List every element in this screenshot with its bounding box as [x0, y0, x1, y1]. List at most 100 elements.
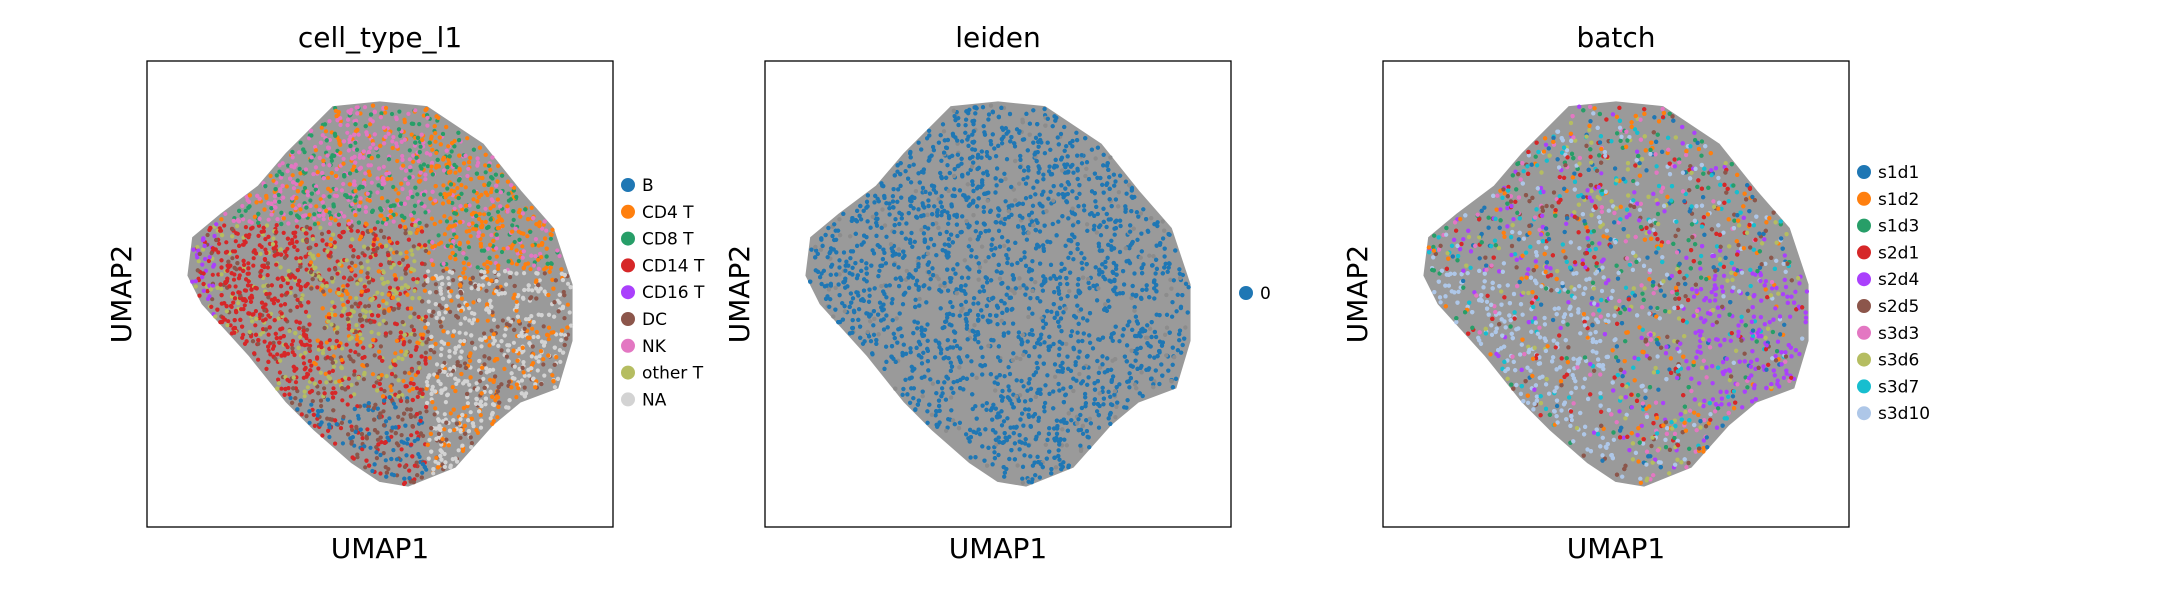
scatter-point	[363, 288, 369, 294]
scatter-point	[333, 133, 338, 138]
scatter-point	[482, 354, 487, 359]
scatter-point	[449, 289, 454, 294]
scatter-point	[365, 259, 370, 264]
scatter-point	[411, 153, 416, 158]
scatter-point	[304, 414, 309, 419]
scatter-point	[200, 262, 205, 267]
scatter-point	[507, 398, 512, 403]
scatter-point	[348, 394, 353, 399]
scatter-point	[345, 402, 350, 407]
scatter-point	[511, 295, 516, 301]
scatter-point	[292, 368, 297, 373]
scatter-point	[565, 325, 570, 330]
scatter-point	[273, 187, 278, 192]
scatter-point	[564, 336, 569, 341]
scatter-point	[559, 332, 564, 337]
scatter-point	[370, 313, 375, 318]
scatter-point	[338, 150, 343, 155]
scatter-point	[425, 329, 430, 334]
scatter-point	[402, 137, 407, 142]
scatter-point	[468, 234, 473, 239]
scatter-point	[355, 111, 360, 116]
scatter-point	[281, 230, 286, 235]
scatter-point	[294, 256, 299, 261]
scatter-point	[517, 333, 522, 339]
scatter-point	[398, 330, 403, 335]
scatter-point	[258, 332, 263, 337]
scatter-point	[237, 243, 242, 248]
scatter-point	[391, 135, 396, 140]
scatter-point	[488, 206, 493, 211]
scatter-point	[448, 372, 454, 377]
scatter-point	[448, 411, 453, 416]
scatter-point	[481, 376, 486, 381]
scatter-point	[487, 255, 492, 260]
scatter-point	[349, 304, 354, 309]
scatter-point	[362, 253, 367, 258]
scatter-point	[465, 401, 470, 406]
scatter-point	[349, 424, 354, 429]
scatter-point	[459, 349, 464, 354]
scatter-point	[568, 323, 574, 328]
scatter-point	[516, 386, 521, 391]
scatter-point	[427, 140, 432, 145]
scatter-point	[469, 333, 474, 338]
scatter-point	[448, 182, 454, 187]
scatter-point	[491, 204, 496, 209]
scatter-point	[363, 124, 368, 129]
scatter-point	[479, 403, 484, 409]
scatter-point	[476, 204, 481, 209]
scatter-point	[456, 344, 461, 349]
scatter-point	[425, 164, 430, 169]
scatter-point	[474, 223, 479, 228]
scatter-point	[440, 419, 446, 424]
scatter-point	[489, 186, 494, 191]
scatter-point	[459, 191, 464, 196]
scatter-point	[479, 224, 484, 230]
scatter-point	[257, 216, 262, 221]
scatter-point	[262, 207, 267, 212]
scatter-point	[386, 308, 391, 313]
legend-label: DC	[642, 310, 667, 330]
scatter-point	[237, 208, 242, 213]
scatter-point	[466, 262, 471, 267]
scatter-point	[280, 161, 285, 166]
scatter-point	[366, 266, 371, 271]
scatter-point	[468, 155, 473, 160]
scatter-point	[412, 332, 417, 337]
scatter-point	[418, 144, 423, 149]
scatter-point	[351, 359, 356, 364]
scatter-point	[362, 180, 367, 185]
scatter-point	[229, 271, 234, 276]
scatter-point	[446, 443, 451, 448]
scatter-point	[361, 345, 366, 350]
scatter-point	[281, 277, 286, 282]
scatter-point	[389, 456, 394, 462]
scatter-point	[375, 290, 380, 295]
scatter-point	[445, 392, 450, 397]
scatter-point	[464, 256, 469, 261]
scatter-point	[237, 290, 242, 295]
scatter-point	[377, 166, 382, 171]
scatter-point	[474, 171, 479, 176]
scatter-point	[444, 148, 449, 153]
scatter-point	[511, 209, 516, 214]
scatter-point	[196, 248, 201, 253]
scatter-point	[403, 384, 408, 389]
scatter-point	[435, 374, 440, 379]
scatter-point	[379, 185, 384, 191]
scatter-point	[429, 161, 435, 166]
scatter-point	[308, 368, 313, 373]
scatter-point	[333, 441, 338, 446]
scatter-point	[552, 345, 557, 350]
scatter-point	[358, 313, 363, 318]
scatter-point	[353, 273, 358, 278]
scatter-point	[384, 243, 389, 248]
scatter-point	[529, 253, 534, 258]
scatter-point	[354, 381, 359, 386]
scatter-point	[429, 136, 434, 141]
scatter-point	[431, 467, 436, 472]
scatter-point	[297, 278, 302, 283]
scatter-point	[567, 310, 572, 315]
scatter-point	[423, 243, 428, 248]
